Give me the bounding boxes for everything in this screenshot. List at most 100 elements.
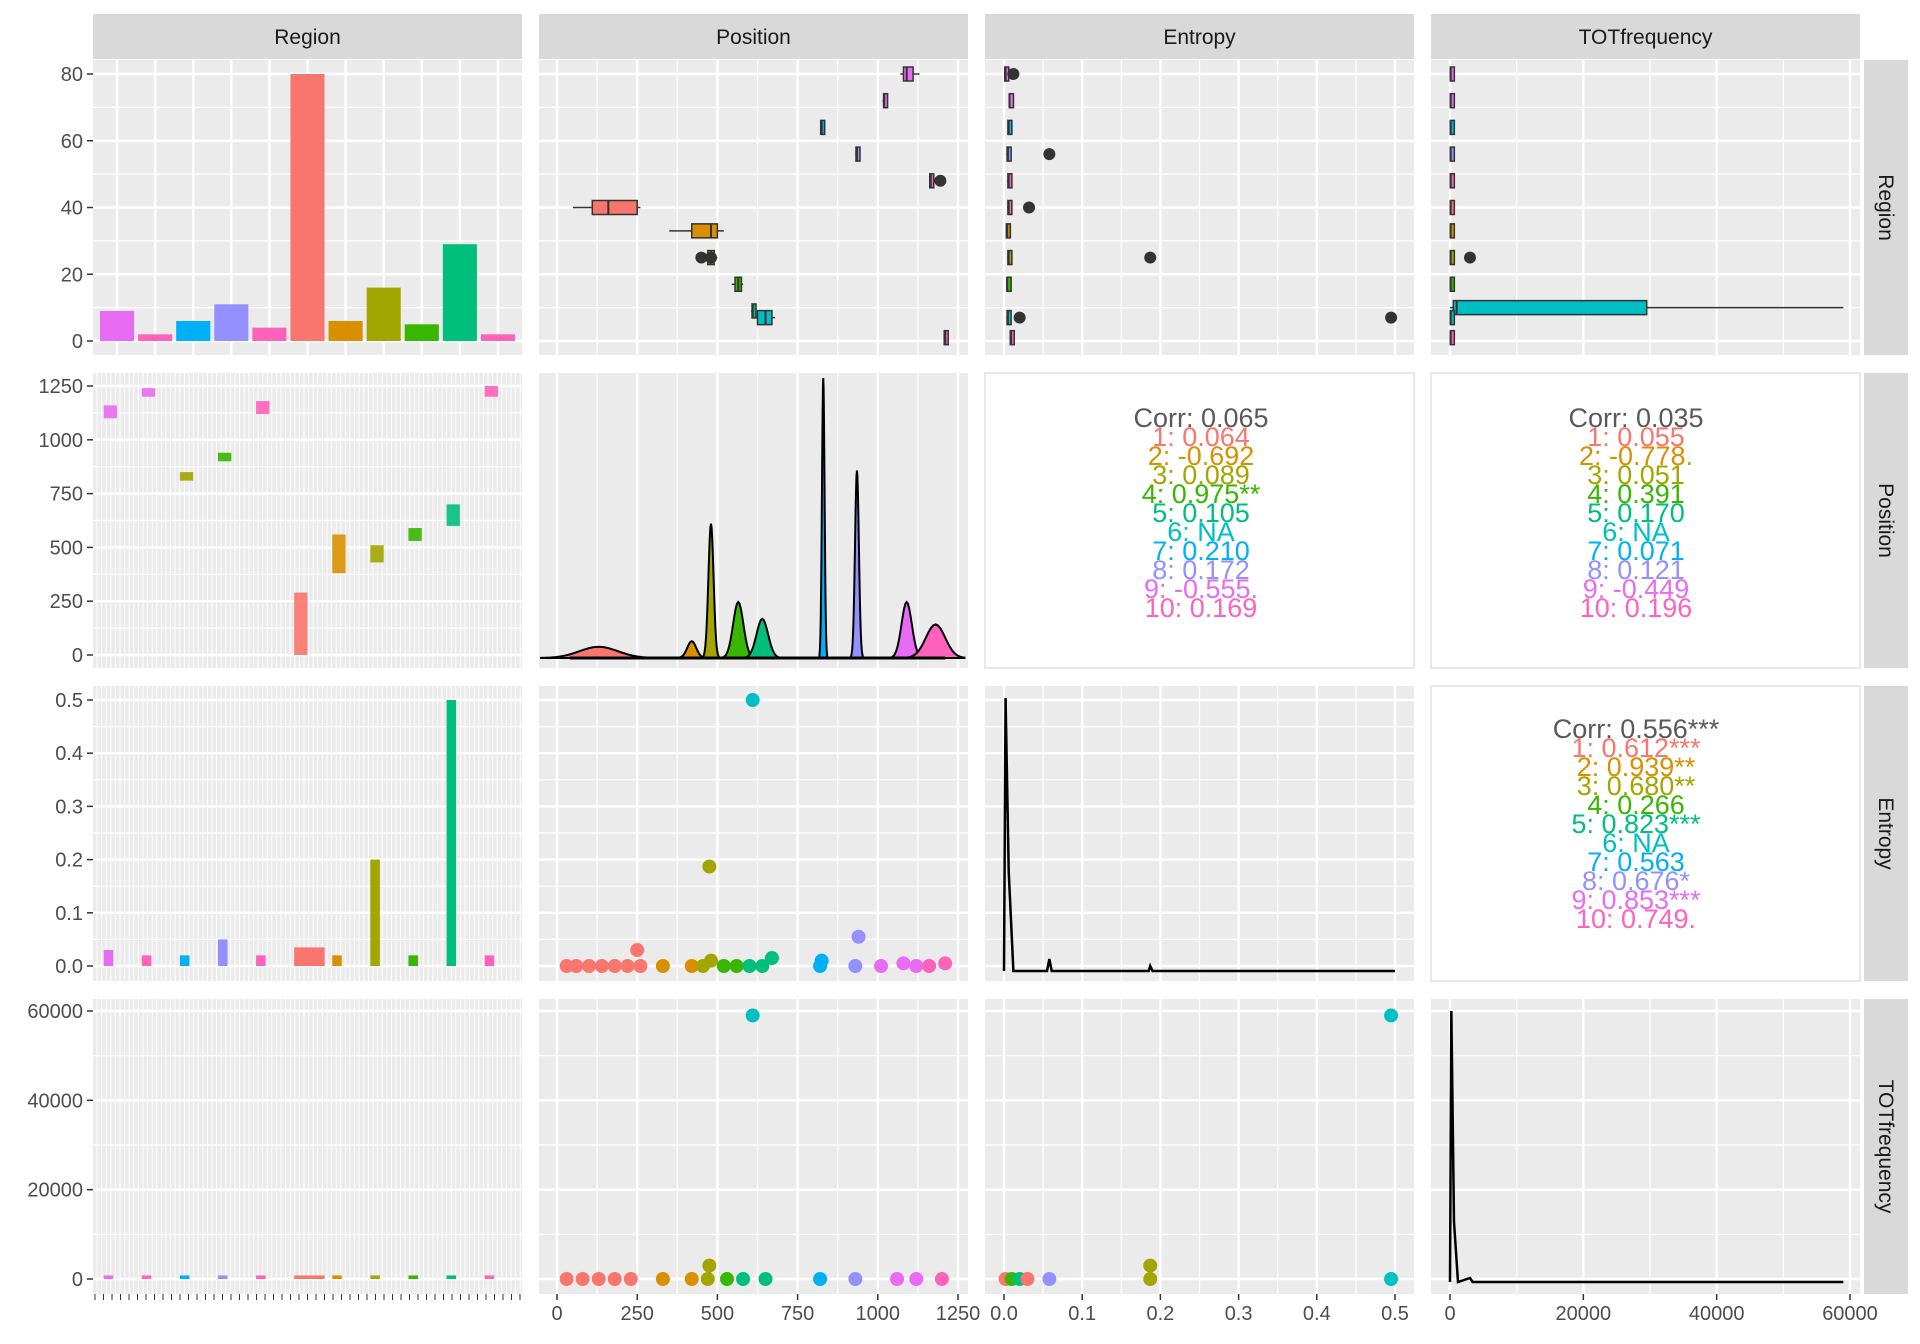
strip-right-Position	[1864, 373, 1908, 668]
histogram-bar	[256, 955, 266, 966]
point	[1143, 1258, 1158, 1273]
panel-3-3	[1431, 999, 1860, 1294]
bar	[290, 74, 325, 341]
strip-label-right: TOTfrequency	[1874, 1080, 1897, 1214]
histogram-bar	[370, 1275, 380, 1279]
point	[700, 1272, 715, 1286]
point	[764, 951, 779, 966]
strip-right-Region	[1864, 60, 1908, 355]
panel-1-1	[539, 373, 968, 668]
point	[620, 959, 635, 973]
histogram-bar	[217, 452, 232, 462]
histogram-bar	[141, 388, 156, 397]
outlier	[1023, 201, 1036, 214]
corr-line: 7: 0.210	[1152, 536, 1250, 566]
histogram-bar	[332, 534, 346, 574]
panel-2-2	[985, 686, 1414, 981]
point	[909, 1272, 924, 1286]
point	[755, 959, 770, 973]
point	[922, 959, 937, 973]
corr-line: 10: 0.196	[1580, 593, 1693, 623]
y-tick-label: 0.0	[55, 956, 83, 978]
point	[848, 1272, 863, 1286]
point	[594, 959, 609, 973]
x-tick-label: 0.1	[1068, 1303, 1096, 1325]
x-tick-label: 500	[701, 1303, 734, 1325]
bar	[252, 327, 287, 341]
box	[902, 66, 914, 82]
histogram-bar	[103, 950, 114, 966]
point	[1020, 1272, 1035, 1286]
point	[702, 1258, 717, 1273]
point	[1143, 1272, 1158, 1286]
bar	[366, 287, 401, 341]
y-tick-label: 1000	[39, 430, 84, 452]
histogram-bar	[332, 955, 342, 966]
point	[909, 959, 924, 973]
histogram-bar	[446, 504, 460, 526]
x-tick-label: 0.2	[1146, 1303, 1174, 1325]
histogram-bar	[217, 1275, 228, 1279]
point	[745, 1008, 760, 1023]
strip-label-top: TOTfrequency	[1579, 26, 1713, 49]
strip-top-Position	[539, 14, 968, 59]
box	[591, 199, 638, 216]
x-tick-label: 1000	[856, 1303, 901, 1325]
histogram-bar	[294, 947, 325, 966]
outlier	[1144, 251, 1157, 264]
point	[716, 959, 731, 973]
corr-line: 9: -0.449	[1583, 574, 1690, 604]
panel-0-2	[985, 60, 1414, 355]
point	[938, 956, 953, 971]
bar	[176, 320, 211, 341]
point	[607, 1272, 622, 1286]
x-tick-label: 250	[621, 1303, 654, 1325]
density-area	[702, 523, 720, 659]
histogram-bar	[141, 1275, 152, 1279]
x-tick-label: 750	[781, 1303, 814, 1325]
point	[1042, 1272, 1057, 1286]
y-tick-label: 0.1	[55, 903, 83, 925]
corr-line: 1: 0.055	[1587, 422, 1685, 452]
point	[582, 959, 597, 973]
corr-line: 8: 0.121	[1587, 555, 1685, 585]
corr-line: 3: 0.680**	[1577, 771, 1696, 801]
strip-label-right: Entropy	[1874, 797, 1897, 870]
point	[559, 959, 574, 973]
outlier	[1464, 251, 1476, 264]
point	[848, 959, 863, 973]
corr-line: 8: 0.676*	[1582, 866, 1691, 896]
corr-line: 7: 0.563	[1587, 847, 1685, 877]
histogram-bar	[256, 1275, 266, 1279]
point	[720, 1272, 735, 1286]
corr-line: 4: 0.266	[1587, 790, 1685, 820]
x-tick-label: 0	[1444, 1303, 1455, 1325]
corr-line: 10: 0.749.	[1576, 904, 1696, 934]
y-tick-label: 80	[61, 64, 83, 86]
corr-line: 2: -0.778.	[1579, 441, 1693, 471]
point	[607, 959, 622, 973]
bar	[100, 310, 135, 341]
point	[702, 859, 717, 874]
point	[684, 1272, 699, 1286]
histogram-bar	[370, 859, 380, 966]
histogram-bar	[256, 401, 270, 414]
y-tick-label: 60	[61, 131, 83, 153]
histogram-bar	[446, 700, 457, 966]
density-area	[818, 377, 829, 659]
outlier	[934, 174, 947, 187]
histogram-bar	[484, 1275, 495, 1279]
corr-line: 4: 0.975**	[1142, 479, 1261, 509]
histogram-bar	[103, 1275, 114, 1279]
point	[559, 1272, 574, 1286]
outlier	[1007, 68, 1020, 80]
panel-3-2	[985, 999, 1414, 1294]
histogram-bar	[179, 1275, 190, 1279]
outlier	[695, 251, 708, 264]
histogram-bar	[408, 1275, 418, 1279]
point	[934, 1272, 949, 1286]
strip-label-top: Region	[274, 26, 341, 49]
panel-3-1	[539, 999, 968, 1294]
